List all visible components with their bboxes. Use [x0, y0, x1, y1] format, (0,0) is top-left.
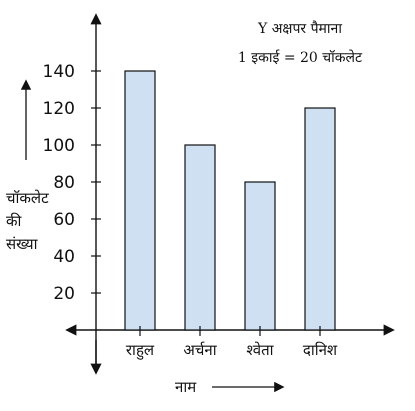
y-axis-title-line-3: संख्या [6, 235, 39, 253]
y-axis-title-line-1: चॉकलेट [6, 189, 49, 207]
y-tick-label: 80 [53, 173, 75, 193]
x-axis-title: नाम [175, 378, 197, 396]
bar [124, 70, 156, 331]
y-tick-label: 40 [53, 247, 75, 267]
category-label: श्वेता [246, 341, 274, 359]
category-label: राहुल [126, 341, 155, 360]
y-tick-label: 20 [53, 284, 75, 304]
y-tick-label: 100 [43, 136, 75, 156]
category-label: दानिश [303, 341, 338, 359]
y-tick-label: 140 [43, 62, 75, 82]
bar [184, 144, 216, 331]
y-tick-label: 120 [43, 99, 75, 119]
bar [244, 181, 276, 331]
scale-note-line-1: Y अक्षपर पैमाना [257, 20, 342, 37]
scale-note-line-2: 1 इकाई = 20 चॉकलेट [238, 49, 363, 66]
category-label: अर्चना [183, 341, 217, 359]
y-tick-label: 60 [53, 210, 75, 230]
bar [304, 107, 336, 331]
y-axis-title-line-2: की [6, 212, 23, 230]
